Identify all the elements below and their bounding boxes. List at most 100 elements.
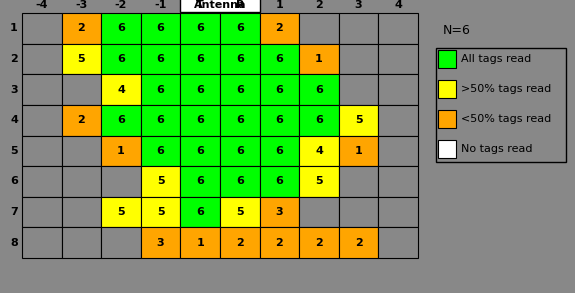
Bar [62,166,101,197]
Text: -3: -3 [75,0,87,10]
Bar [378,105,418,135]
Text: 7: 7 [10,207,18,217]
Text: T: T [196,0,204,10]
Text: 6: 6 [315,115,323,125]
Bar [299,74,339,105]
Text: 2: 2 [355,238,362,248]
Text: 6: 6 [156,115,164,125]
Bar [101,74,141,105]
Text: 1: 1 [196,238,204,248]
Text: 5: 5 [10,146,18,156]
Text: 6: 6 [275,146,283,156]
Text: 6: 6 [275,85,283,95]
Bar [259,166,299,197]
Text: 6: 6 [196,23,204,33]
Bar [22,105,62,135]
Bar [141,135,181,166]
Bar [181,227,220,258]
Text: 6: 6 [236,54,244,64]
Bar [101,197,141,227]
Bar [339,135,378,166]
Text: 6: 6 [196,85,204,95]
Bar [22,13,62,44]
Bar [299,13,339,44]
Text: 6: 6 [315,85,323,95]
Bar [259,135,299,166]
Bar [438,80,456,98]
Bar [141,227,181,258]
Bar [62,13,101,44]
Bar [22,227,62,258]
Text: 3: 3 [157,238,164,248]
Bar [181,44,220,74]
Bar [339,166,378,197]
Bar [220,227,259,258]
Bar [299,135,339,166]
Bar [339,13,378,44]
Text: 6: 6 [236,85,244,95]
Bar [181,166,220,197]
Text: 3: 3 [10,85,18,95]
Bar [62,44,101,74]
Text: 6: 6 [236,23,244,33]
Text: -2: -2 [115,0,127,10]
Bar [141,197,181,227]
Bar [299,166,339,197]
Bar [22,166,62,197]
Bar [259,197,299,227]
Bar [299,227,339,258]
Bar [339,74,378,105]
Bar [339,227,378,258]
Bar [378,74,418,105]
Text: 4: 4 [117,85,125,95]
Bar [259,13,299,44]
Text: 3: 3 [355,0,362,10]
Bar [299,105,339,135]
Bar [62,135,101,166]
Text: 6: 6 [275,115,283,125]
Bar [181,135,220,166]
Text: 6: 6 [156,146,164,156]
Bar [438,50,456,68]
Text: -1: -1 [155,0,167,10]
Bar [378,227,418,258]
Bar [141,44,181,74]
Text: 6: 6 [156,23,164,33]
Bar [378,197,418,227]
Bar [259,74,299,105]
Text: Antenna: Antenna [194,0,246,10]
Bar [22,135,62,166]
Bar [62,74,101,105]
Text: -4: -4 [36,0,48,10]
Text: 2: 2 [236,238,244,248]
Text: 1: 1 [355,146,362,156]
Text: 6: 6 [196,54,204,64]
Bar [378,13,418,44]
Text: 2: 2 [275,238,283,248]
Bar [22,74,62,105]
Bar [220,135,259,166]
Bar [101,44,141,74]
Text: 6: 6 [117,54,125,64]
Text: 6: 6 [236,146,244,156]
Text: 6: 6 [275,54,283,64]
Bar [101,135,141,166]
Bar [181,0,259,12]
Bar [378,166,418,197]
Text: 6: 6 [236,115,244,125]
Bar [378,44,418,74]
Text: 2: 2 [315,238,323,248]
Text: 5: 5 [315,176,323,186]
Text: 5: 5 [78,54,85,64]
Text: 6: 6 [156,54,164,64]
Text: 2: 2 [275,23,283,33]
Bar [101,166,141,197]
Bar [101,13,141,44]
Text: 1: 1 [117,146,125,156]
Bar [181,74,220,105]
Bar [438,110,456,128]
Text: 6: 6 [275,176,283,186]
Bar [62,105,101,135]
Text: 6: 6 [196,146,204,156]
Text: 6: 6 [117,23,125,33]
